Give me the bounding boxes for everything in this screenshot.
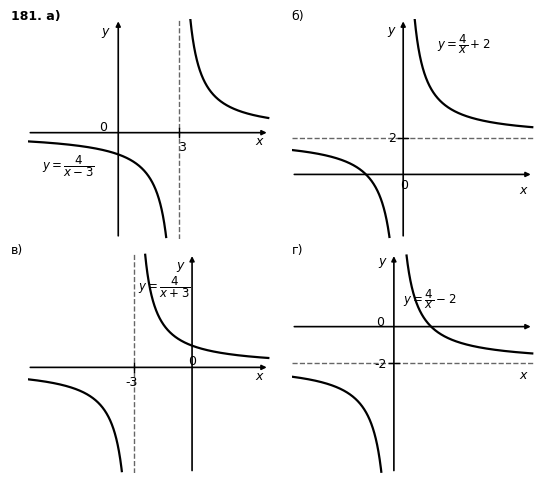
Text: -3: -3 (125, 375, 138, 388)
Text: в): в) (11, 244, 23, 257)
Text: 181. а): 181. а) (11, 10, 60, 23)
Text: $y$: $y$ (378, 256, 388, 270)
Text: $y = \dfrac{4}{x}+2$: $y = \dfrac{4}{x}+2$ (437, 32, 490, 56)
Text: $y$: $y$ (175, 260, 185, 274)
Text: 0: 0 (188, 355, 196, 367)
Text: 2: 2 (388, 132, 396, 145)
Text: $y$: $y$ (387, 25, 397, 40)
Text: $y$: $y$ (101, 25, 111, 40)
Text: б): б) (292, 10, 304, 23)
Text: 0: 0 (400, 179, 408, 192)
Text: $y = \dfrac{4}{x+3}$: $y = \dfrac{4}{x+3}$ (138, 273, 190, 299)
Text: $y = \dfrac{4}{x-3}$: $y = \dfrac{4}{x-3}$ (42, 153, 94, 179)
Text: -2: -2 (374, 357, 387, 370)
Text: $x$: $x$ (519, 183, 529, 196)
Text: 3: 3 (178, 141, 186, 154)
Text: $x$: $x$ (255, 135, 265, 148)
Text: $y = \dfrac{4}{x}-2$: $y = \dfrac{4}{x}-2$ (403, 287, 456, 310)
Text: $x$: $x$ (255, 369, 265, 382)
Text: г): г) (292, 244, 303, 257)
Text: $x$: $x$ (519, 368, 529, 381)
Text: 0: 0 (376, 315, 384, 328)
Text: 0: 0 (99, 121, 107, 133)
